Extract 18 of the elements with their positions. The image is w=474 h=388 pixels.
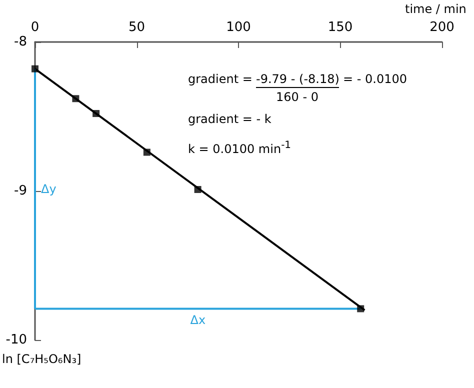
annotation: -9.79 - (-8.18) [256,72,340,88]
y-tick-label: -8 [14,34,27,50]
x-axis-title: time / min [405,2,466,16]
x-tick-label: 100 [226,20,251,35]
x-tick-label: 150 [328,20,353,35]
y-axis-title: ln [C₇H₅O₆N₃] [2,352,82,366]
x-tick-label: 0 [30,20,40,35]
annotation: = - 0.0100 [343,72,408,86]
annotation: k = 0.0100 min$^{-1}$ [188,140,292,156]
series-label: Δx [190,312,206,327]
annotation: gradient = - k [188,112,272,126]
annotation: gradient = [188,72,252,86]
series-label: Δy [41,182,56,196]
y-tick-label: -9 [14,184,27,198]
x-tick-label: 50 [128,20,146,35]
annotation: 160 - 0 [276,90,318,104]
x-tick-label: 200 [430,20,454,35]
y-tick-label: -10 [6,332,27,348]
